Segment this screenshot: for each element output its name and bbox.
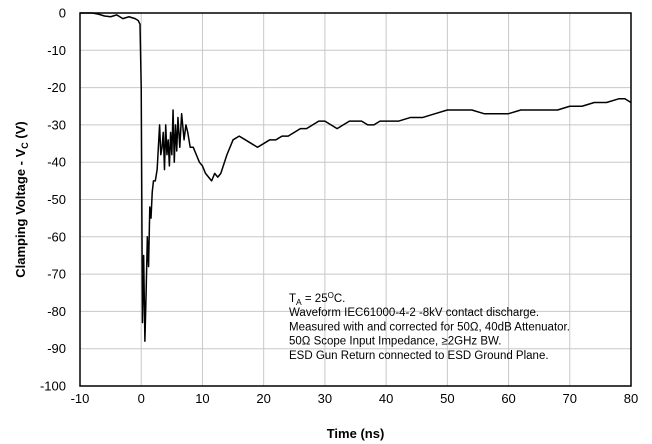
y-tick-label: 0 [59,6,66,21]
test-conditions-annotation: TA = 25OC. Waveform IEC61000-4-2 -8kV co… [289,291,570,362]
plot-area-border [79,12,632,387]
y-tick-label: -90 [47,341,66,356]
x-tick-labels: -10 0 10 20 30 40 50 60 70 80 [71,391,639,406]
annotation-t: T [289,293,296,305]
annotation-temperature: TA = 25OC. [289,291,345,307]
x-tick-label: -10 [71,391,90,406]
annotation-t-subscript: A [296,297,302,307]
y-axis-title-unit: (V) [13,121,28,142]
y-tick-label: -80 [47,304,66,319]
x-tick-label: 60 [501,391,515,406]
y-tick-label: -100 [40,379,66,394]
clamping-voltage-line [80,12,632,342]
y-axis-title: Clamping Voltage - VC (V) [13,121,30,278]
annotation-equals: = 25 [302,293,328,305]
y-tick-label: -10 [47,43,66,58]
annotation-line: Measured with and corrected for 50Ω, 40d… [289,321,570,333]
y-axis-title-main: Clamping Voltage - V [13,148,28,277]
x-tick-label: 40 [379,391,393,406]
y-tick-label: -20 [47,80,66,95]
annotation-celsius: C. [334,293,346,305]
x-tick-label: 80 [624,391,638,406]
annotation-line: 50Ω Scope Input Impedance, ≥2GHz BW. [289,336,501,348]
x-tick-label: 70 [563,391,577,406]
annotation-line: ESD Gun Return connected to ESD Ground P… [289,350,549,362]
series-layer [80,12,632,342]
x-tick-label: 0 [138,391,145,406]
y-tick-label: -60 [47,229,66,244]
y-tick-label: -30 [47,117,66,132]
x-tick-label: 50 [440,391,454,406]
x-tick-label: 10 [195,391,209,406]
x-axis-title: Time (ns) [327,426,385,441]
x-tick-label: 20 [256,391,270,406]
annotation-degree: O [328,291,334,300]
y-tick-label: -50 [47,192,66,207]
y-tick-label: -70 [47,267,66,282]
y-tick-labels: 0 -10 -20 -30 -40 -50 -60 -70 -80 -90 -100 [40,6,66,394]
x-tick-label: 30 [318,391,332,406]
y-tick-label: -40 [47,155,66,170]
annotation-line: Waveform IEC61000-4-2 -8kV contact disch… [289,307,539,319]
y-axis-title-subscript: C [20,142,30,149]
